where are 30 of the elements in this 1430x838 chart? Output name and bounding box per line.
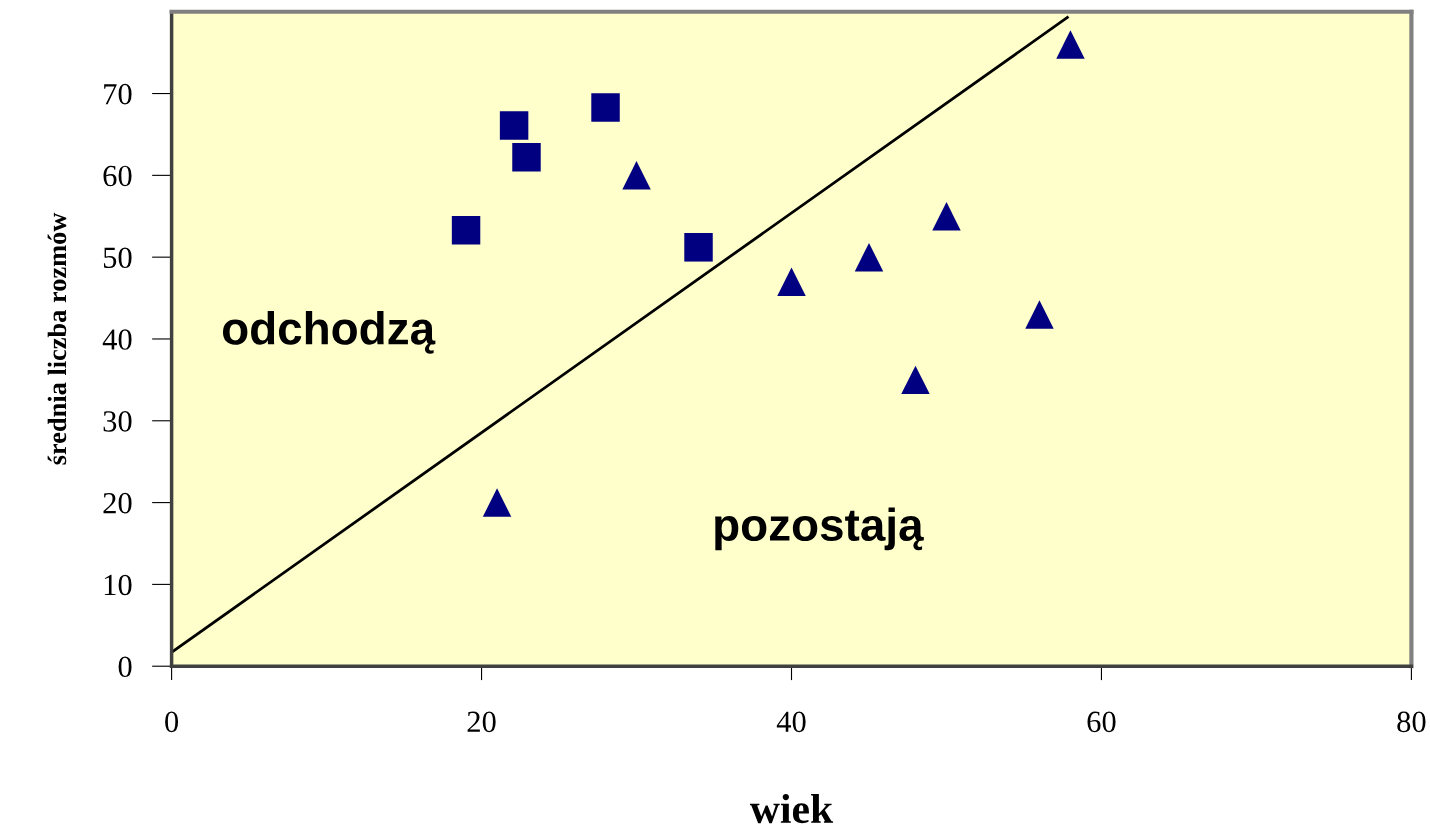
y-axis-title: średnia liczba rozmów	[47, 212, 67, 465]
point	[901, 365, 930, 395]
y-tick-label: 0	[118, 656, 132, 678]
x-tick-label: 80	[1397, 711, 1426, 733]
point	[1056, 30, 1085, 59]
point	[854, 242, 884, 272]
y-tick-label: 60	[103, 165, 132, 187]
point	[482, 488, 512, 517]
y-tick-label: 10	[104, 574, 132, 596]
y-tick-label: 30	[103, 411, 132, 432]
x-tick-label: 60	[1087, 711, 1116, 733]
x-tick-label: 0	[165, 711, 179, 733]
point	[622, 161, 651, 190]
y-tick-label: 40	[102, 329, 132, 350]
x-axis-title: wiek	[749, 793, 834, 824]
y-tick-label: 20	[103, 492, 132, 514]
x-tick-label: 40	[776, 711, 806, 733]
y-tick-label: 50	[103, 247, 132, 269]
point	[451, 215, 481, 245]
point	[591, 93, 620, 122]
annotation: odchodzą	[222, 311, 436, 354]
point	[512, 143, 541, 172]
x-tick-label: 20	[467, 711, 496, 733]
point	[777, 267, 806, 296]
point	[932, 202, 961, 231]
point	[684, 233, 713, 262]
point	[1025, 300, 1054, 329]
point	[499, 111, 529, 140]
annotation: pozostają	[715, 507, 924, 551]
y-tick-label: 70	[104, 83, 132, 105]
